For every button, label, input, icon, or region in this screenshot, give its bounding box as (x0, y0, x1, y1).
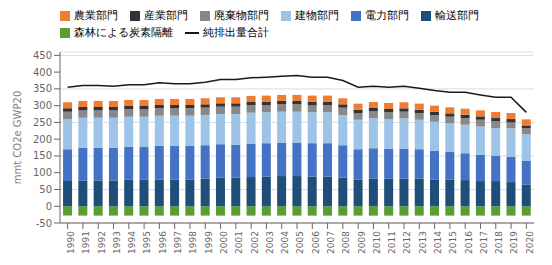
svg-text:1996: 1996 (158, 231, 168, 254)
svg-text:1995: 1995 (142, 231, 152, 254)
svg-text:2015: 2015 (448, 231, 458, 254)
svg-text:1991: 1991 (81, 231, 91, 254)
html-text:森林による炭素隔離: 森林による炭素隔離 (74, 26, 173, 39)
svg-text:1992: 1992 (97, 231, 107, 254)
svg-text:2011: 2011 (387, 231, 397, 254)
svg-text:2008: 2008 (341, 231, 351, 254)
svg-text:2020: 2020 (525, 231, 535, 254)
svg-text:1994: 1994 (127, 231, 137, 254)
svg-text:100: 100 (33, 167, 52, 178)
svg-text:400: 400 (33, 67, 52, 78)
svg-text:2009: 2009 (357, 231, 367, 254)
svg-text:2000: 2000 (219, 231, 229, 254)
svg-text:2003: 2003 (265, 231, 275, 254)
svg-text:250: 250 (33, 117, 52, 128)
svg-text:2016: 2016 (464, 231, 474, 254)
svg-text:1993: 1993 (112, 231, 122, 254)
svg-text:2014: 2014 (433, 231, 443, 254)
svg-text:200: 200 (33, 134, 52, 145)
svg-text:2012: 2012 (402, 231, 412, 254)
html-text:廃棄物部門: 廃棄物部門 (214, 9, 269, 22)
svg-text:1998: 1998 (188, 231, 198, 254)
svg-text:2005: 2005 (295, 231, 305, 254)
svg-text:1999: 1999 (204, 231, 214, 254)
html-text:産業部門: 産業部門 (144, 9, 188, 22)
svg-text:2013: 2013 (418, 231, 428, 254)
svg-text:2006: 2006 (311, 231, 321, 254)
html-text:農業部門: 農業部門 (74, 9, 118, 22)
svg-text:2019: 2019 (509, 231, 519, 254)
svg-text:2010: 2010 (372, 231, 382, 254)
html-text:電力部門: 電力部門 (365, 9, 409, 22)
svg-text:2001: 2001 (234, 231, 244, 254)
svg-text:0: 0 (46, 201, 52, 212)
svg-text:450: 450 (33, 50, 52, 61)
svg-text:1990: 1990 (66, 231, 76, 254)
svg-text:1997: 1997 (173, 231, 183, 254)
svg-text:mmt CO2e GWP20: mmt CO2e GWP20 (12, 91, 23, 185)
html-text:輸送部門: 輸送部門 (435, 9, 479, 22)
svg-text:2018: 2018 (494, 231, 504, 254)
svg-text:-50: -50 (36, 218, 52, 229)
svg-text:2004: 2004 (280, 231, 290, 254)
svg-text:50: 50 (39, 184, 52, 195)
svg-text:2007: 2007 (326, 231, 336, 254)
svg-text:350: 350 (33, 83, 52, 94)
svg-text:2002: 2002 (250, 231, 260, 254)
svg-text:300: 300 (33, 100, 52, 111)
svg-text:150: 150 (33, 150, 52, 161)
html-text:建物部門: 建物部門 (295, 9, 339, 22)
html-text:純排出量合計: 純排出量合計 (203, 26, 269, 39)
svg-text:2017: 2017 (479, 231, 489, 254)
